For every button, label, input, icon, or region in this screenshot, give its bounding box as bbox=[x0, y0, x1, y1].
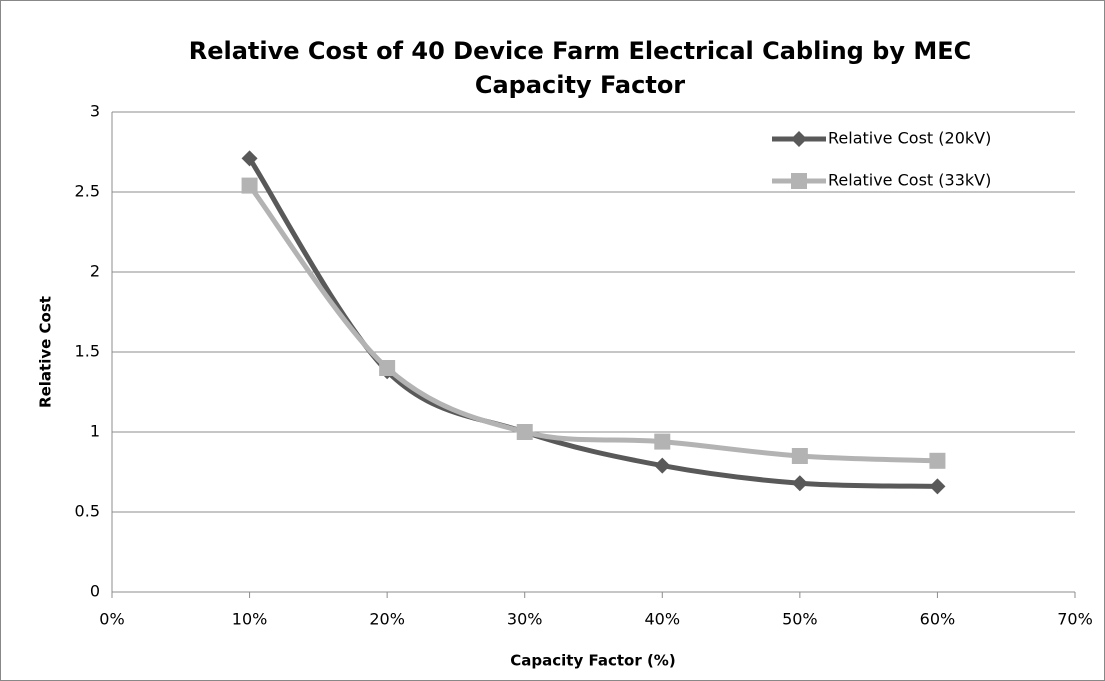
data-point bbox=[929, 478, 946, 495]
data-point bbox=[791, 475, 808, 492]
y-axis-title: Relative Cost bbox=[37, 296, 55, 408]
data-point bbox=[516, 424, 533, 440]
x-axis-title: Capacity Factor (%) bbox=[510, 652, 675, 670]
x-tick-label: 70% bbox=[1057, 610, 1093, 629]
y-tick-label: 1 bbox=[90, 422, 100, 441]
data-point bbox=[791, 448, 808, 464]
data-point bbox=[654, 433, 671, 450]
legend-marker bbox=[791, 131, 807, 147]
data-point bbox=[241, 150, 258, 167]
data-point bbox=[241, 177, 258, 194]
x-tick-label: 40% bbox=[645, 610, 681, 629]
y-tick-label: 2 bbox=[90, 262, 100, 281]
y-tick-label: 0.5 bbox=[75, 502, 100, 521]
x-tick-label: 20% bbox=[369, 610, 405, 629]
legend-marker bbox=[791, 173, 807, 189]
y-tick-label: 3 bbox=[90, 102, 100, 121]
data-point bbox=[379, 360, 396, 376]
x-tick-label: 50% bbox=[782, 610, 818, 629]
legend-label: Relative Cost (20kV) bbox=[828, 129, 991, 148]
data-point bbox=[929, 452, 946, 469]
y-tick-label: 2.5 bbox=[75, 182, 100, 201]
y-tick-label: 0 bbox=[90, 582, 100, 601]
x-tick-label: 10% bbox=[232, 610, 268, 629]
x-tick-label: 30% bbox=[507, 610, 543, 629]
legend-label: Relative Cost (33kV) bbox=[828, 171, 991, 190]
y-tick-label: 1.5 bbox=[75, 342, 100, 361]
data-point bbox=[654, 457, 671, 474]
x-tick-label: 0% bbox=[99, 610, 124, 629]
chart-title: Relative Cost of 40 Device Farm Electric… bbox=[188, 37, 972, 99]
x-tick-label: 60% bbox=[920, 610, 956, 629]
